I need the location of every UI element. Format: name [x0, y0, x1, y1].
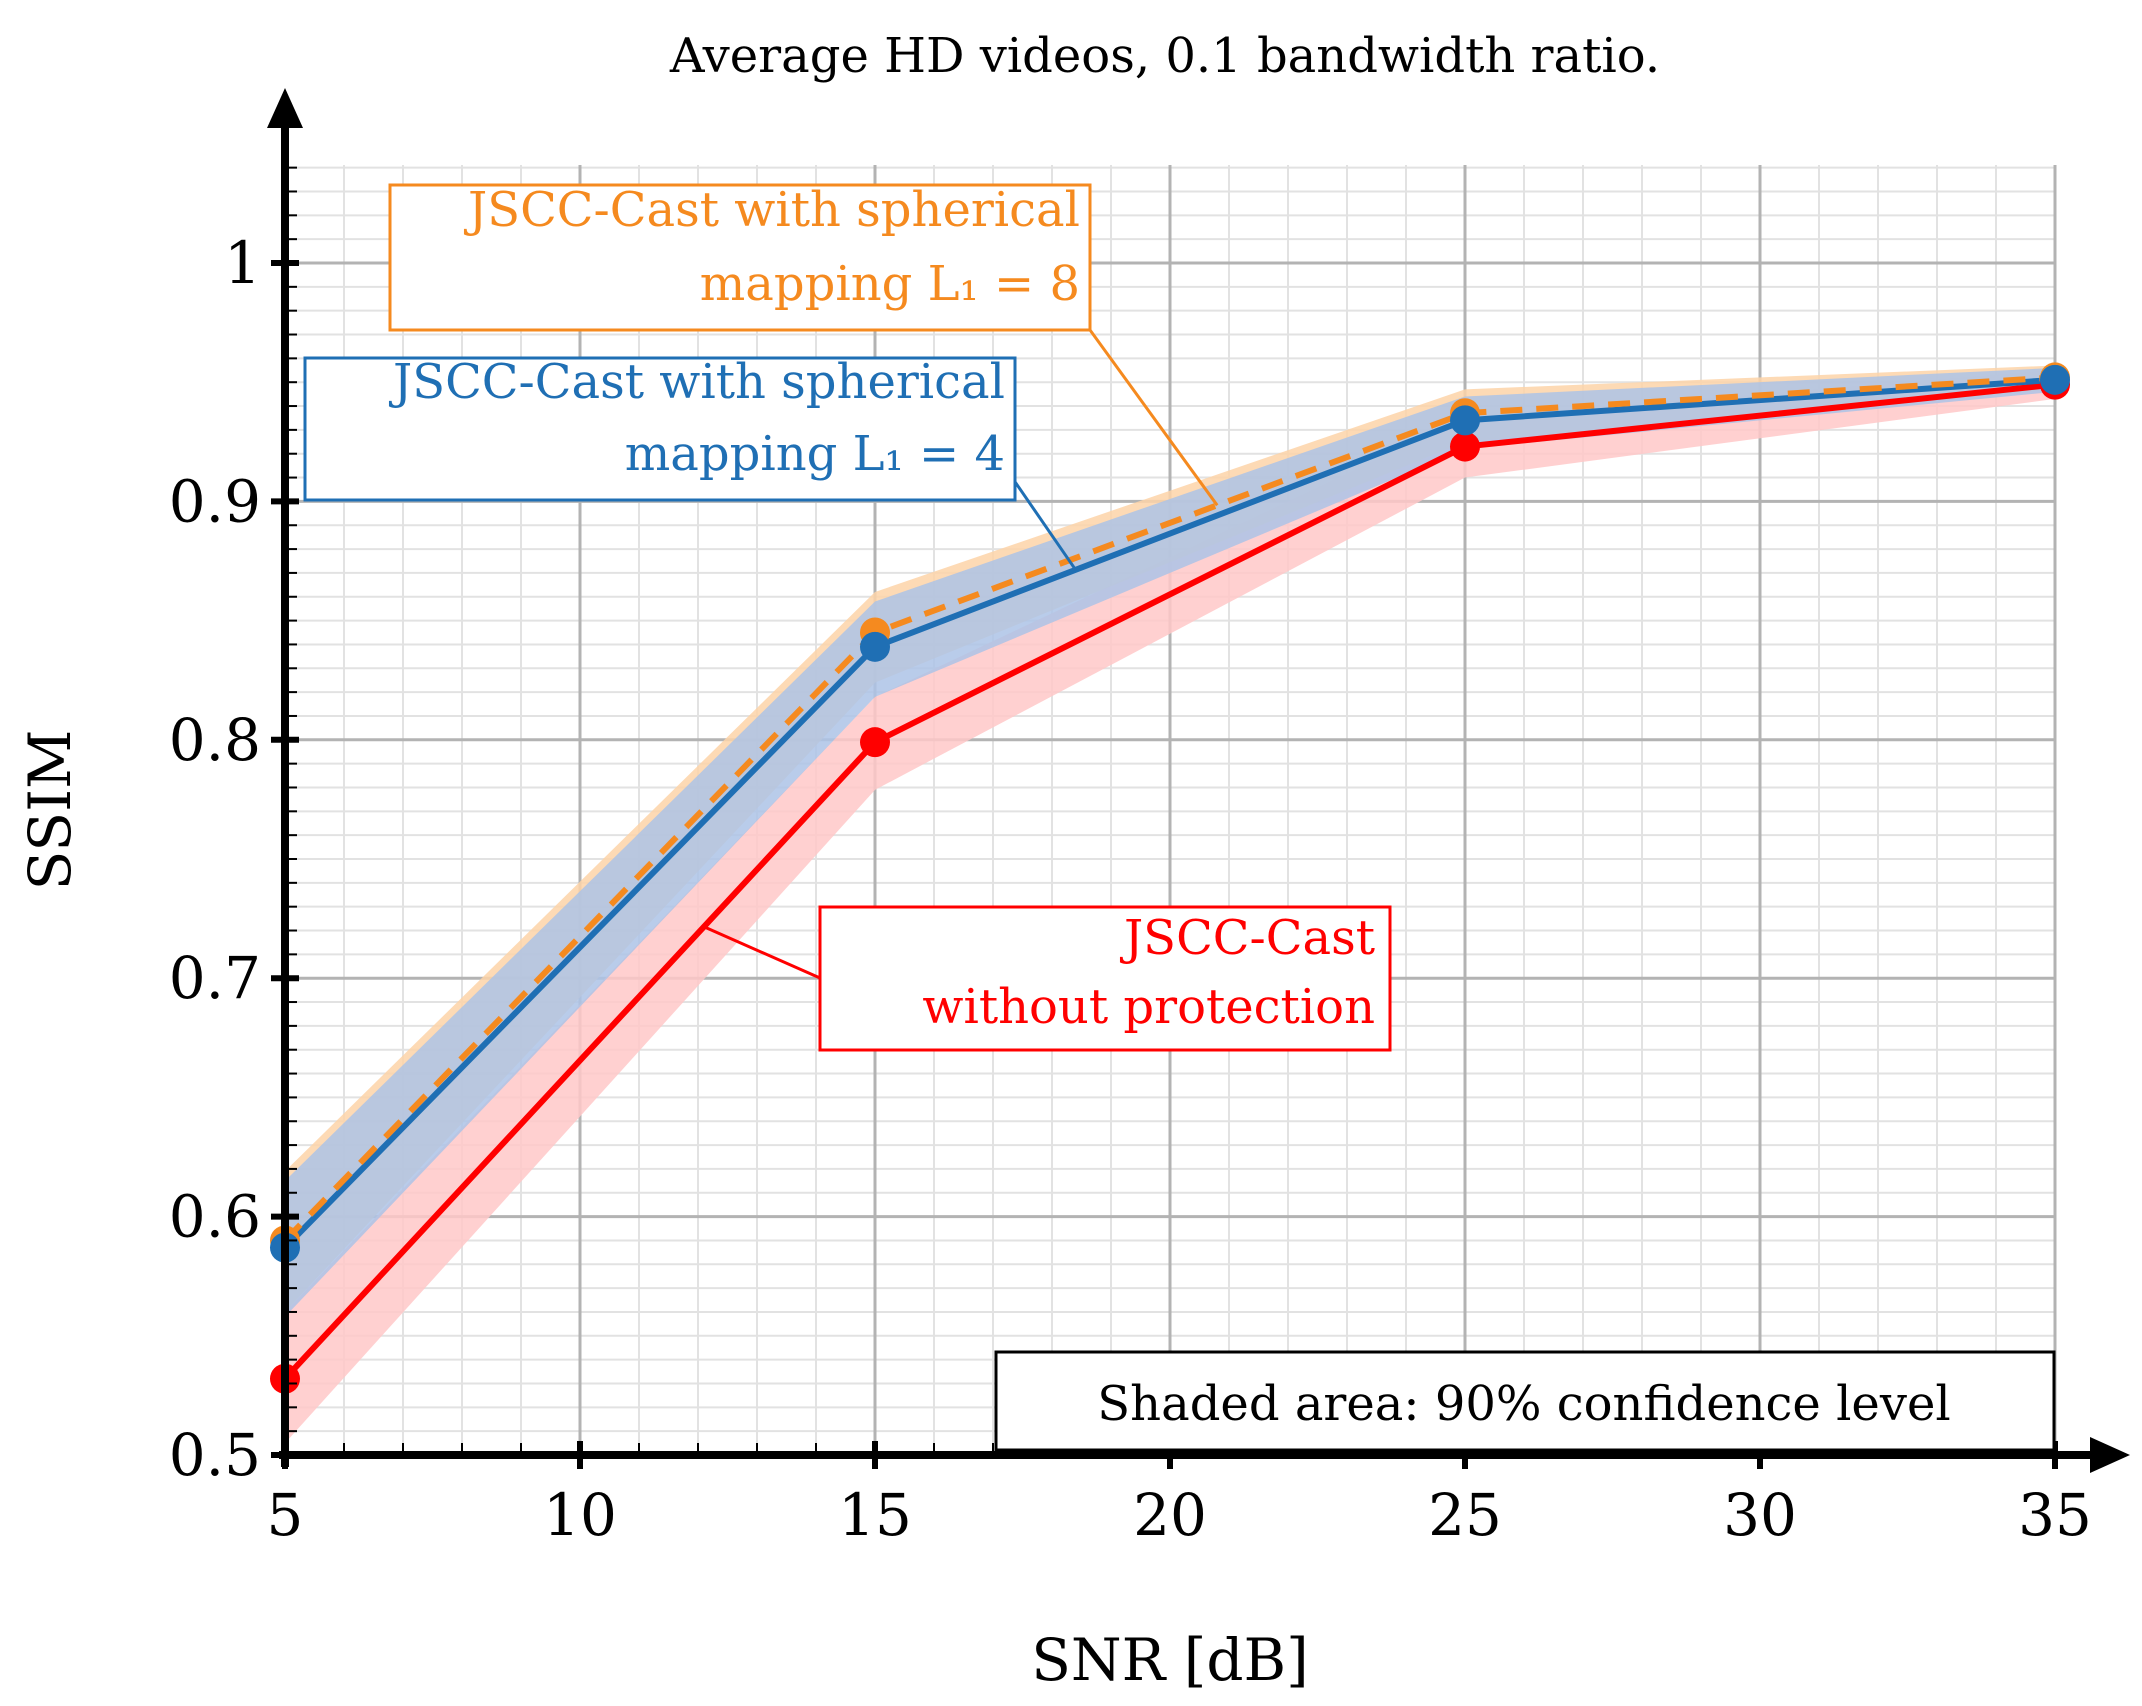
y-tick-label: 0.7 — [169, 944, 261, 1012]
confidence-band-0 — [285, 370, 2055, 1444]
series-line-1 — [282, 376, 2056, 1250]
y-tick-label: 0.9 — [169, 467, 261, 535]
y-tick-label: 0.6 — [169, 1183, 261, 1251]
legend-label-0-0: JSCC-Cast — [1119, 910, 1375, 966]
legend-connector-0 — [703, 925, 821, 980]
data-point-0-2 — [1450, 431, 1480, 462]
data-point-1-3 — [2040, 364, 2070, 395]
confidence-note: Shaded area: 90% confidence level — [994, 1350, 2056, 1452]
y-tick-label: 1 — [224, 229, 261, 297]
x-tick-label: 35 — [2018, 1481, 2092, 1549]
confidence-band-1 — [285, 367, 2055, 1317]
data-point-1-2 — [1450, 405, 1480, 436]
chart-title: Average HD videos, 0.1 bandwidth ratio. — [669, 28, 1660, 84]
series-line-0 — [282, 381, 2056, 1381]
legend-label-0-1: without protection — [922, 979, 1375, 1035]
y-axis-label: SSIM — [16, 730, 84, 891]
confidence-note-box — [994, 1350, 2056, 1452]
x-axis-arrow — [2090, 1437, 2130, 1473]
confidence-note-text: Shaded area: 90% confidence level — [1097, 1376, 1950, 1432]
x-tick-label: 15 — [838, 1481, 912, 1549]
series-line-2 — [282, 374, 2056, 1243]
y-tick-label: 0.8 — [169, 706, 261, 774]
confidence-bands — [285, 365, 2055, 1444]
legend-label-2-1: mapping L₁ = 8 — [700, 256, 1080, 312]
y-axis-arrow — [267, 88, 303, 128]
y-tick-label: 0.5 — [169, 1421, 261, 1489]
legend-box-0 — [818, 905, 1392, 1052]
legend-box-2 — [388, 183, 1092, 332]
series-lines — [282, 374, 2056, 1381]
legend-label-1-0: JSCC-Cast with spherical — [388, 354, 1005, 410]
x-tick-label: 20 — [1133, 1481, 1207, 1549]
x-tick-label: 5 — [267, 1481, 304, 1549]
legend-labels: JSCC-Cast with spherical mapping L₁ = 8 JS… — [303, 182, 1392, 1052]
x-tick-label: 30 — [1723, 1481, 1797, 1549]
legend-label-1-1: mapping L₁ = 4 — [625, 426, 1005, 482]
data-point-1-1 — [860, 631, 890, 662]
data-point-0-1 — [860, 727, 890, 758]
legend-connector-2 — [1088, 329, 1219, 507]
x-tick-label: 10 — [543, 1481, 617, 1549]
axis-ticks: 5 10 15 20 25 30 35 0.5 0.6 0.7 0.8 0.9 1 — [169, 166, 2092, 1549]
x-axis-label: SNR [dB] — [1031, 1626, 1309, 1694]
legend-label-2-0: JSCC-Cast with spherical — [463, 182, 1080, 238]
x-tick-label: 25 — [1428, 1481, 1502, 1549]
legend-box-1 — [303, 356, 1017, 502]
